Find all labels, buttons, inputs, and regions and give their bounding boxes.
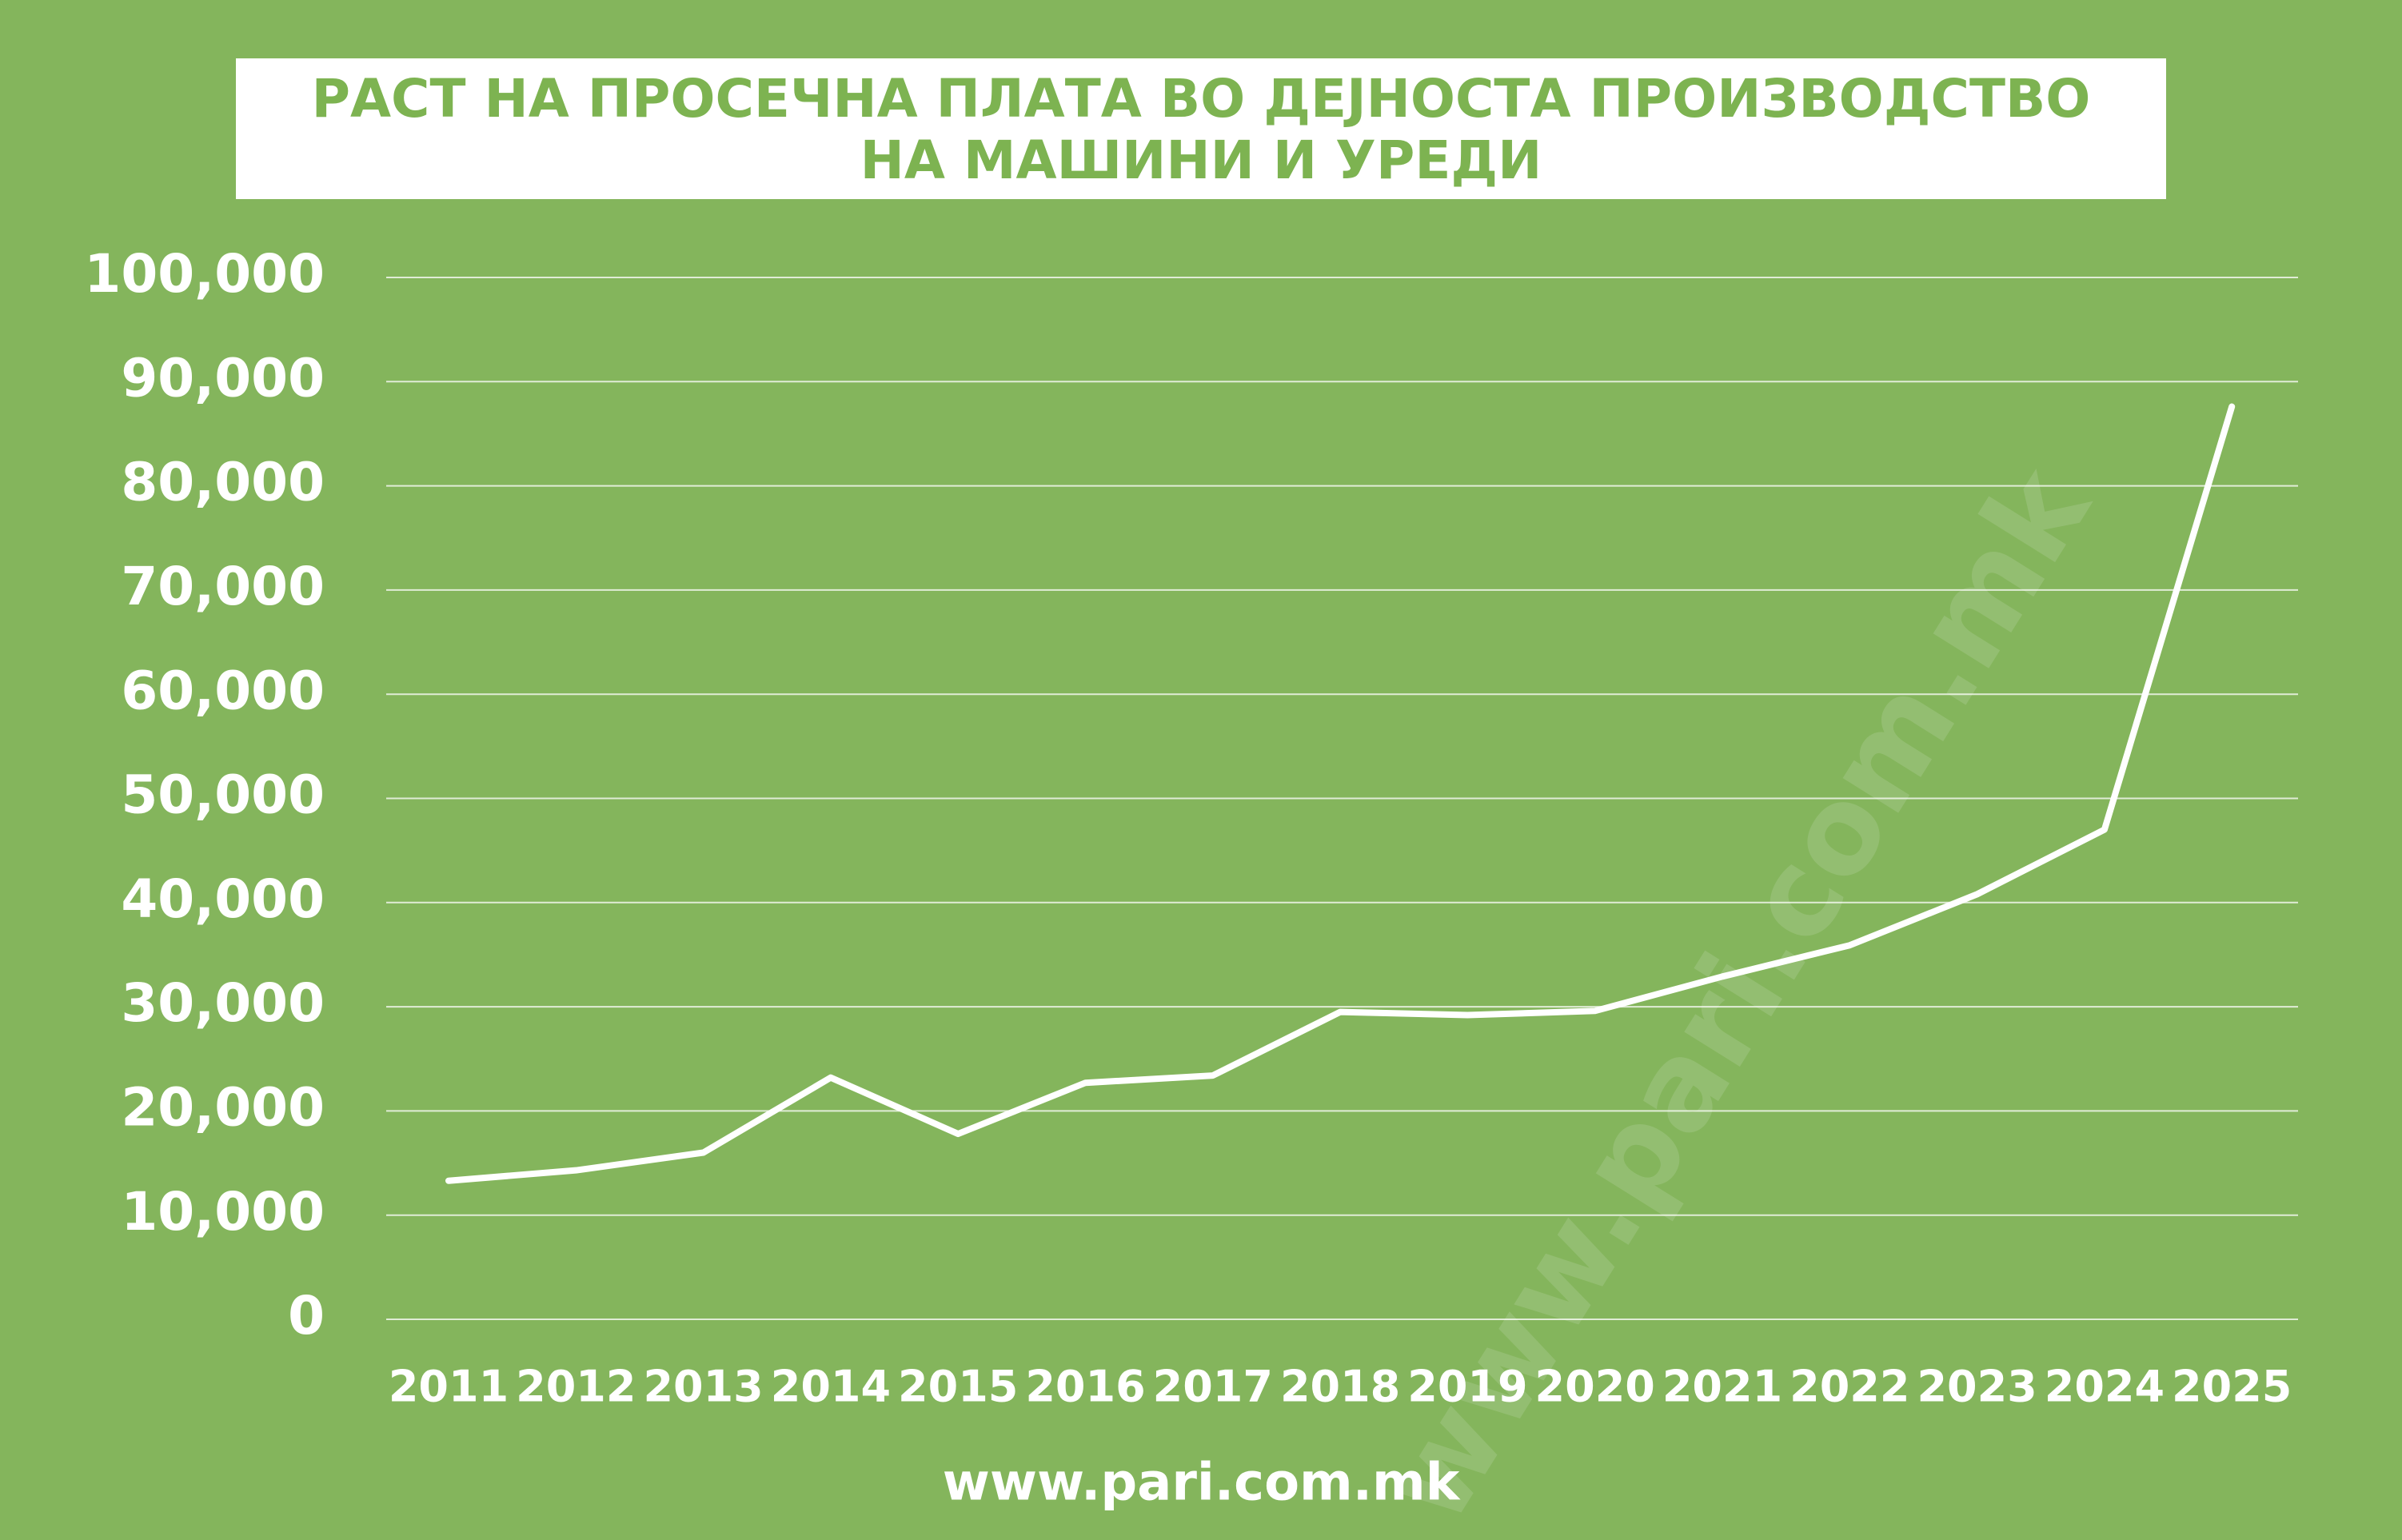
x-tick-label: 2017	[1153, 1362, 1273, 1412]
x-tick-label: 2014	[771, 1362, 891, 1412]
x-tick-label: 2012	[516, 1362, 636, 1412]
y-tick-label: 100,000	[84, 243, 325, 305]
x-tick-label: 2011	[389, 1362, 509, 1412]
x-tick-label: 2020	[1535, 1362, 1655, 1412]
chart-title: РАСТ НА ПРОСЕЧНА ПЛАТА ВО ДЕЈНОСТА ПРОИЗ…	[312, 68, 2091, 130]
y-tick-label: 10,000	[121, 1181, 325, 1243]
x-tick-label: 2019	[1407, 1362, 1527, 1412]
chart-title: НА МАШИНИ И УРЕДИ	[860, 130, 1542, 191]
line-series	[445, 403, 2236, 1184]
x-tick-label: 2022	[1790, 1362, 1909, 1412]
x-tick-label: 2024	[2045, 1362, 2165, 1412]
y-tick-label: 80,000	[121, 452, 325, 513]
x-tick-label: 2021	[1662, 1362, 1782, 1412]
x-tick-label: 2013	[643, 1362, 763, 1412]
title-box	[236, 58, 2166, 199]
source: www.pari.com.mk	[943, 1454, 1461, 1513]
y-tick-label: 60,000	[121, 660, 325, 721]
x-tick-label: 2023	[1917, 1362, 2037, 1412]
x-tick-label: 2025	[2172, 1362, 2292, 1412]
y-tick-label: 50,000	[121, 764, 325, 826]
x-tick-label: 2016	[1025, 1362, 1145, 1412]
y-tick-label: 70,000	[121, 556, 325, 617]
x-tick-label: 2018	[1280, 1362, 1400, 1412]
y-tick-label: 20,000	[121, 1076, 325, 1138]
y-tick-label: 30,000	[121, 972, 325, 1034]
y-tick-label: 40,000	[121, 868, 325, 930]
x-tick-label: 2015	[898, 1362, 1018, 1412]
y-tick-label: 90,000	[121, 347, 325, 409]
y-tick-label: 0	[288, 1285, 325, 1347]
